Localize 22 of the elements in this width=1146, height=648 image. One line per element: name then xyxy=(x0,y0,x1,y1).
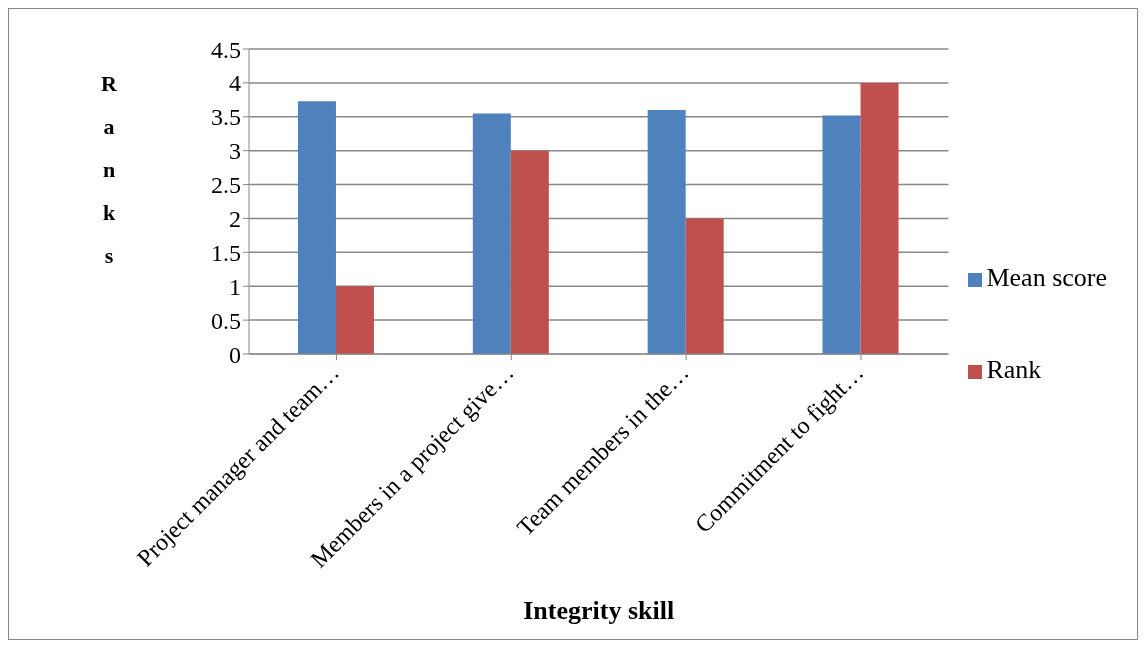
y-tick-label: 0.5 xyxy=(211,307,241,334)
bar xyxy=(685,218,724,354)
y-tick-label: 0 xyxy=(229,341,241,368)
bar xyxy=(647,110,686,354)
y-tick-label: 1.5 xyxy=(211,239,241,266)
bar xyxy=(472,113,511,354)
y-tick-label: 2.5 xyxy=(211,172,241,199)
bar xyxy=(335,286,374,354)
legend-label: Mean score xyxy=(986,263,1107,292)
y-tick-label: 4 xyxy=(229,70,241,97)
bar xyxy=(510,150,549,354)
y-tick-label: 3 xyxy=(229,138,241,165)
y-tick-label: 4.5 xyxy=(211,36,241,63)
bar xyxy=(297,101,336,354)
bar xyxy=(822,115,861,354)
y-tick-label: 2 xyxy=(229,205,241,232)
y-tick-label: 1 xyxy=(229,273,241,300)
y-axis-title: Ranks xyxy=(101,71,119,268)
legend-label: Rank xyxy=(986,355,1042,384)
x-axis-title: Integrity skill xyxy=(523,596,675,625)
y-tick-label: 3.5 xyxy=(211,104,241,131)
bar xyxy=(860,82,899,354)
